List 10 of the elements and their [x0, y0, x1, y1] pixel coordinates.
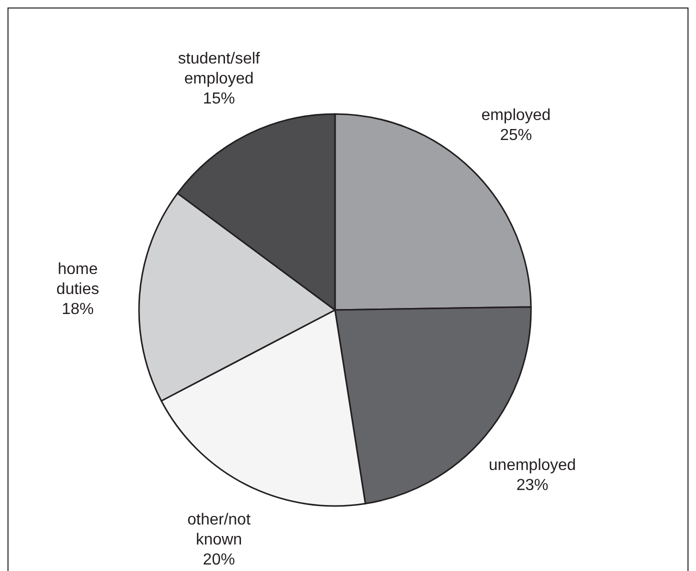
data-label: 23% [516, 477, 548, 494]
data-label: 15% [202, 90, 235, 108]
data-label: 25% [500, 127, 532, 144]
slice-label: other/not known [187, 512, 252, 549]
data-label: 20% [202, 552, 235, 569]
data-label: 18% [62, 301, 94, 318]
slice-label: student/self employed [178, 50, 260, 88]
slice-label: home duties [56, 261, 100, 298]
slice-label: employed [481, 107, 551, 124]
slice-label: unemployed [488, 457, 576, 474]
